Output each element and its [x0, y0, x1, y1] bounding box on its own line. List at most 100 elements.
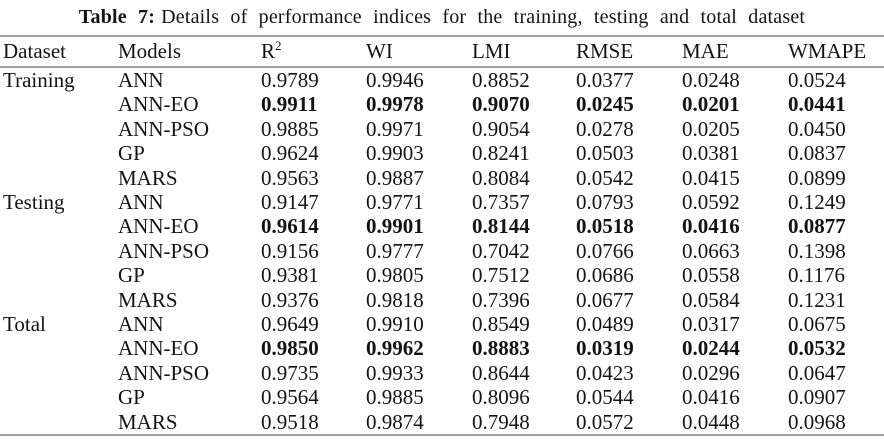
table-caption: Table 7: Details of performance indices f…: [0, 0, 884, 35]
lmi-value-cell: 0.7042: [472, 238, 530, 263]
r2-value-cell: 0.9789: [261, 68, 319, 92]
wmape-value-cell: 0.0899: [788, 165, 846, 190]
table-row: ANN-PSO 0.9885 0.9971 0.9054 0.0278 0.0205 0.0…: [0, 117, 884, 141]
model-cell: MARS: [118, 165, 178, 190]
wi-value-cell: 0.9805: [366, 263, 424, 288]
r2-superscript: 2: [275, 38, 282, 53]
mae-value-cell: 0.0416: [682, 385, 740, 410]
model-cell: GP: [118, 385, 145, 410]
r2-value-cell: 0.9911: [261, 92, 318, 117]
dataset-cell: [0, 166, 118, 190]
table-caption-label: Table 7:: [78, 6, 156, 28]
table-body: Training ANN 0.9789 0.9946 0.8852 0.0377 0.024…: [0, 67, 884, 435]
model-cell: GP: [118, 263, 145, 288]
wi-value-cell: 0.9971: [366, 116, 424, 141]
table-row: GP 0.9381 0.9805 0.7512 0.0686 0.0558 0.1176: [0, 263, 884, 287]
rmse-value-cell: 0.0793: [576, 190, 634, 215]
mae-value-cell: 0.0448: [682, 409, 740, 434]
wi-value-cell: 0.9946: [366, 68, 424, 92]
model-cell: GP: [118, 141, 145, 166]
r2-value-cell: 0.9735: [261, 360, 319, 385]
wmape-value-cell: 0.0441: [788, 92, 846, 117]
lmi-value-cell: 0.9070: [472, 92, 530, 117]
model-cell: ANN-EO: [118, 214, 199, 239]
dataset-cell: [0, 239, 118, 263]
wi-value-cell: 0.9874: [366, 409, 424, 434]
wi-value-cell: 0.9910: [366, 312, 424, 337]
rmse-value-cell: 0.0686: [576, 263, 634, 288]
lmi-value-cell: 0.8852: [472, 68, 530, 92]
wmape-value-cell: 0.0907: [788, 385, 846, 410]
model-cell: ANN-EO: [118, 336, 199, 361]
col-header-models: Models: [118, 39, 181, 63]
rmse-value-cell: 0.0377: [576, 68, 634, 92]
lmi-value-cell: 0.7512: [472, 263, 530, 288]
wi-value-cell: 0.9818: [366, 287, 424, 312]
wmape-value-cell: 0.0450: [788, 116, 846, 141]
col-header-r2: R2: [261, 36, 366, 67]
mae-value-cell: 0.0416: [682, 214, 740, 239]
dataset-cell: [0, 141, 118, 165]
wmape-value-cell: 0.0877: [788, 214, 846, 239]
dataset-cell: [0, 92, 118, 116]
wmape-value-cell: 0.1176: [788, 263, 845, 288]
wi-value-cell: 0.9885: [366, 385, 424, 410]
wmape-value-cell: 0.1249: [788, 190, 846, 215]
mae-value-cell: 0.0381: [682, 141, 740, 166]
col-header-wi: WI: [366, 39, 393, 63]
wi-value-cell: 0.9887: [366, 165, 424, 190]
wmape-value-cell: 0.1231: [788, 287, 846, 312]
wmape-value-cell: 0.0968: [788, 409, 846, 434]
rmse-value-cell: 0.0503: [576, 141, 634, 166]
wmape-value-cell: 0.0837: [788, 141, 846, 166]
rmse-value-cell: 0.0423: [576, 360, 634, 385]
lmi-value-cell: 0.7948: [472, 409, 530, 434]
model-cell: ANN: [118, 68, 164, 92]
rmse-value-cell: 0.0518: [576, 214, 634, 239]
lmi-value-cell: 0.8644: [472, 360, 530, 385]
model-cell: ANN-PSO: [118, 238, 210, 263]
model-cell: MARS: [118, 287, 178, 312]
table-row: MARS 0.9376 0.9818 0.7396 0.0677 0.0584 0.1231: [0, 288, 884, 312]
r2-value-cell: 0.9563: [261, 165, 319, 190]
r2-value-cell: 0.9885: [261, 116, 319, 141]
col-header-wmape: WMAPE: [788, 39, 867, 63]
wmape-value-cell: 0.0675: [788, 312, 846, 337]
col-header-mae: MAE: [682, 39, 729, 63]
mae-value-cell: 0.0248: [682, 68, 740, 92]
wi-value-cell: 0.9962: [366, 336, 424, 361]
dataset-cell: [0, 385, 118, 409]
mae-value-cell: 0.0201: [682, 92, 740, 117]
table-row: ANN-EO 0.9614 0.9901 0.8144 0.0518 0.0416 0.08…: [0, 214, 884, 238]
table-row: ANN-EO 0.9911 0.9978 0.9070 0.0245 0.0201 0.04…: [0, 92, 884, 116]
rmse-value-cell: 0.0245: [576, 92, 634, 117]
dataset-cell: Testing: [3, 190, 65, 215]
r2-base: R: [261, 39, 276, 63]
header-row: Dataset Models R2 WI LMI RMSE MAE WMAPE: [0, 36, 884, 67]
mae-value-cell: 0.0415: [682, 165, 740, 190]
table-row: ANN-PSO 0.9156 0.9777 0.7042 0.0766 0.0663 0.1…: [0, 239, 884, 263]
r2-value-cell: 0.9649: [261, 312, 319, 337]
dataset-cell: Training: [3, 68, 75, 92]
lmi-value-cell: 0.8084: [472, 165, 530, 190]
performance-indices-table: Dataset Models R2 WI LMI RMSE MAE WMAPE …: [0, 35, 884, 437]
mae-value-cell: 0.0244: [682, 336, 740, 361]
r2-value-cell: 0.9156: [261, 238, 319, 263]
table-caption-text: Details of performance indices for the t…: [161, 6, 806, 28]
dataset-cell: Total: [3, 312, 46, 337]
r2-value-cell: 0.9564: [261, 385, 319, 410]
mae-value-cell: 0.0584: [682, 287, 740, 312]
lmi-value-cell: 0.7357: [472, 190, 530, 215]
rmse-value-cell: 0.0766: [576, 238, 634, 263]
dataset-cell: [0, 117, 118, 141]
table-row: ANN-EO 0.9850 0.9962 0.8883 0.0319 0.0244 0.05…: [0, 336, 884, 360]
wi-value-cell: 0.9933: [366, 360, 424, 385]
wmape-value-cell: 0.0524: [788, 68, 846, 92]
dataset-cell: [0, 263, 118, 287]
r2-value-cell: 0.9381: [261, 263, 319, 288]
table-row: Total ANN 0.9649 0.9910 0.8549 0.0489 0.0317 0.…: [0, 312, 884, 336]
col-header-rmse: RMSE: [576, 39, 634, 63]
wi-value-cell: 0.9978: [366, 92, 424, 117]
dataset-cell: [0, 336, 118, 360]
mae-value-cell: 0.0592: [682, 190, 740, 215]
